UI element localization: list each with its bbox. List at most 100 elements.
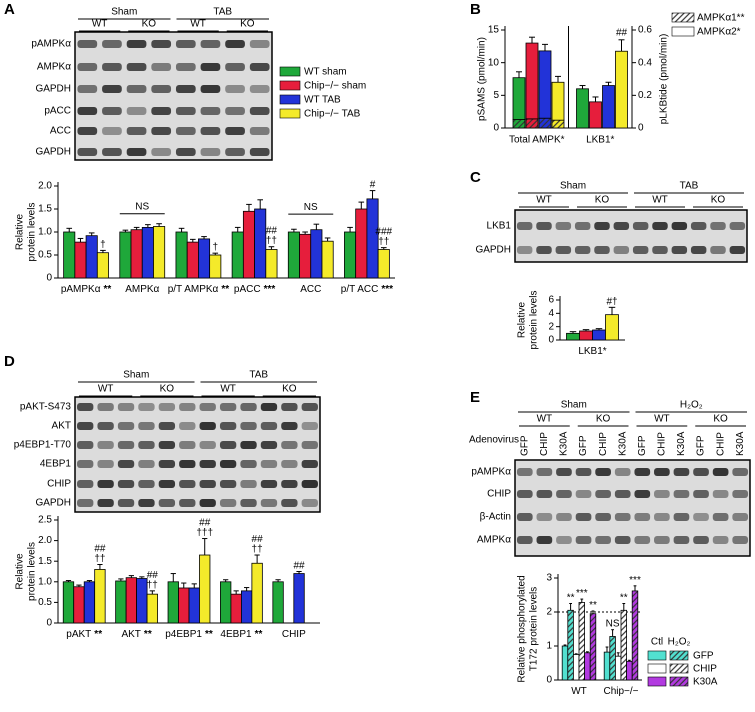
legend-swatch <box>279 66 301 77</box>
lane-label: K30A <box>559 431 570 456</box>
category: WT <box>571 686 587 697</box>
y-tick-label: 0 <box>548 335 554 346</box>
blot-band <box>575 513 592 521</box>
blot-band <box>654 468 670 476</box>
bar-annotation: ## ††† <box>196 517 213 538</box>
blot-band <box>158 460 176 468</box>
panel-label: C <box>470 169 481 186</box>
y-tick-label: 0.5 <box>38 250 52 261</box>
blot-band <box>693 490 709 498</box>
blot-band <box>556 468 572 476</box>
bar <box>146 593 158 624</box>
blot-band <box>138 403 155 411</box>
blot-image <box>514 459 751 557</box>
bar <box>620 609 627 681</box>
lane-label: K30A <box>735 431 746 456</box>
bar <box>355 208 368 279</box>
blot-group: Sham <box>123 370 149 381</box>
y-tick-label: 2.0 <box>38 181 52 192</box>
blot-genotype: WT <box>220 384 236 395</box>
bar <box>310 229 323 279</box>
x-tick-label: LKB1* <box>578 346 606 357</box>
bar <box>512 119 526 129</box>
blot-band <box>175 148 196 156</box>
blot-band <box>225 85 245 93</box>
bar <box>242 210 255 279</box>
blot-band <box>199 422 216 430</box>
blot-band <box>249 63 270 71</box>
y-axis-title: Relative <box>15 553 26 590</box>
blot-band <box>652 222 668 230</box>
bar-annotation: † <box>212 242 218 253</box>
bar <box>240 590 253 624</box>
significance: ** <box>221 284 229 295</box>
bar <box>199 554 211 624</box>
lane-label: K30A <box>617 431 628 456</box>
blot-band <box>77 403 94 411</box>
bar <box>631 590 639 681</box>
blot-band <box>536 490 553 498</box>
blot-genotype: KO <box>595 195 610 206</box>
x-tick-label: p4EBP1 ** <box>165 629 213 640</box>
bar <box>551 81 565 121</box>
blot-band <box>175 40 196 48</box>
bar-annotation: ## †† <box>147 570 159 591</box>
legend-column: H₂O₂ <box>668 637 691 648</box>
blot-band <box>614 536 631 544</box>
lane-label: K30A <box>676 431 687 456</box>
blot-band <box>536 468 553 476</box>
blot-band <box>97 480 114 488</box>
category: Chip−/− <box>603 686 638 697</box>
blot-band <box>556 490 572 498</box>
bar <box>141 226 154 279</box>
blot-band <box>281 441 298 449</box>
blot-genotype: KO <box>160 384 175 395</box>
legend-swatch <box>671 26 695 37</box>
blot-band <box>225 40 245 48</box>
legend-label: CHIP <box>693 664 717 675</box>
blot-row-label: CHIP <box>47 479 71 490</box>
y-tick-label: 0 <box>46 618 52 629</box>
category: ACC <box>300 284 321 295</box>
blot-genotype: WT <box>536 195 552 206</box>
blot-band <box>219 499 237 507</box>
blot-band <box>594 246 610 254</box>
bar <box>265 249 278 279</box>
blot-band <box>634 536 651 544</box>
blot-band <box>732 468 749 476</box>
blot-band <box>117 460 135 468</box>
blot-band <box>240 403 257 411</box>
blot-band <box>117 480 135 488</box>
blot-group: Sham <box>560 181 586 192</box>
blot-band <box>199 480 216 488</box>
bar <box>377 249 390 279</box>
bar-annotation: ## †† <box>252 534 264 555</box>
x-tick-label: CHIP <box>282 629 306 640</box>
bar <box>561 645 569 681</box>
x-tick-label: pACC *** <box>234 284 275 295</box>
bar <box>615 655 622 681</box>
bar <box>525 118 539 129</box>
bar <box>512 77 526 120</box>
blot-row-label: 4EBP1 <box>40 459 72 470</box>
blot-band <box>634 513 651 521</box>
blot-band <box>249 85 270 93</box>
blot-row-label: LKB1 <box>487 221 512 232</box>
panel-label: B <box>470 1 481 18</box>
bar <box>609 636 616 681</box>
blot-genotype: WT <box>98 384 114 395</box>
bar <box>299 233 312 279</box>
bar <box>125 577 138 624</box>
bar <box>231 231 244 279</box>
blot-group: Sham <box>561 400 587 411</box>
legend-swatch <box>647 650 667 661</box>
blot-band <box>301 499 318 507</box>
bar-annotation: ** <box>589 600 597 611</box>
y-axis-title: Relative phosphorylated <box>517 575 528 682</box>
bar-annotation: † <box>100 239 106 250</box>
legend-swatch <box>669 650 689 661</box>
bar <box>589 613 597 681</box>
blot-band <box>117 422 135 430</box>
blot-band <box>102 63 122 71</box>
x-tick-label: WT <box>571 686 587 697</box>
